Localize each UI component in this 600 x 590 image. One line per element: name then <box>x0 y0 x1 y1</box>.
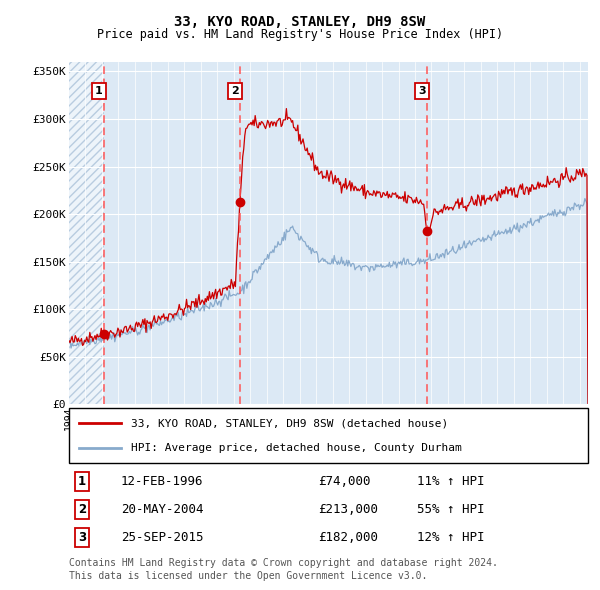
Text: £182,000: £182,000 <box>318 531 378 544</box>
Bar <box>69 62 104 404</box>
Text: 25-SEP-2015: 25-SEP-2015 <box>121 531 203 544</box>
Text: 1: 1 <box>95 86 103 96</box>
Text: 2: 2 <box>231 86 239 96</box>
Text: 3: 3 <box>78 531 86 544</box>
Text: 12% ↑ HPI: 12% ↑ HPI <box>417 531 484 544</box>
Bar <box>69 62 104 404</box>
Text: 55% ↑ HPI: 55% ↑ HPI <box>417 503 484 516</box>
Text: 12-FEB-1996: 12-FEB-1996 <box>121 475 203 488</box>
Text: 11% ↑ HPI: 11% ↑ HPI <box>417 475 484 488</box>
Text: £74,000: £74,000 <box>318 475 371 488</box>
Text: 33, KYO ROAD, STANLEY, DH9 8SW (detached house): 33, KYO ROAD, STANLEY, DH9 8SW (detached… <box>131 418 449 428</box>
Text: 1: 1 <box>78 475 86 488</box>
Text: £213,000: £213,000 <box>318 503 378 516</box>
Text: HPI: Average price, detached house, County Durham: HPI: Average price, detached house, Coun… <box>131 443 462 453</box>
Text: 2: 2 <box>78 503 86 516</box>
Text: This data is licensed under the Open Government Licence v3.0.: This data is licensed under the Open Gov… <box>69 571 427 581</box>
Text: 20-MAY-2004: 20-MAY-2004 <box>121 503 203 516</box>
Text: Contains HM Land Registry data © Crown copyright and database right 2024.: Contains HM Land Registry data © Crown c… <box>69 558 498 568</box>
Text: Price paid vs. HM Land Registry's House Price Index (HPI): Price paid vs. HM Land Registry's House … <box>97 28 503 41</box>
Text: 33, KYO ROAD, STANLEY, DH9 8SW: 33, KYO ROAD, STANLEY, DH9 8SW <box>175 15 425 29</box>
Text: 3: 3 <box>418 86 426 96</box>
